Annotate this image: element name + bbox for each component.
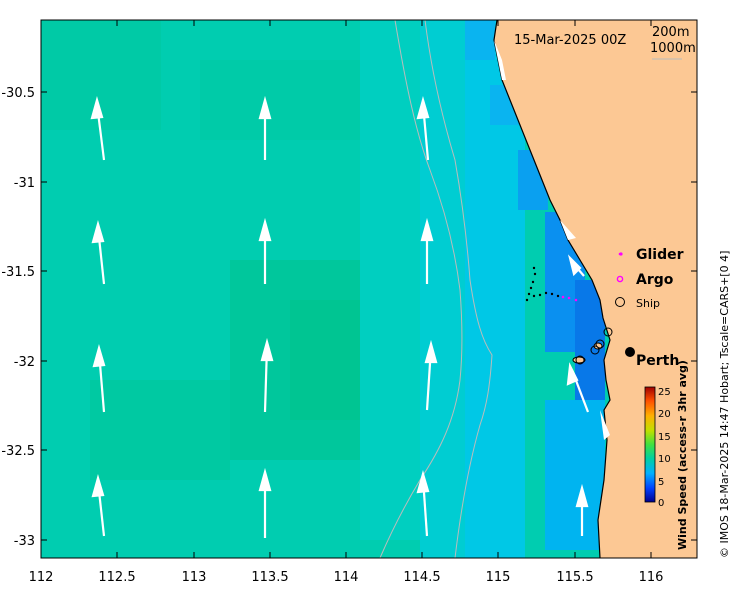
glider-point bbox=[556, 294, 560, 298]
x-tick-label: 115 bbox=[486, 570, 511, 585]
x-tick-label: 115.5 bbox=[556, 570, 593, 585]
wind-arrow bbox=[260, 337, 274, 413]
colorbar-tick: 25 bbox=[658, 387, 671, 398]
argo-legend-symbol bbox=[616, 275, 624, 283]
plot-area: Perth 15-Mar-2025 00Z 200m 1000m Glider … bbox=[41, 20, 697, 558]
x-tick-label: 113.5 bbox=[251, 570, 288, 585]
wind-arrow bbox=[258, 95, 272, 160]
glider-point bbox=[531, 280, 535, 284]
x-tick-label: 114 bbox=[334, 570, 359, 585]
wind-arrow bbox=[416, 95, 430, 161]
glider-point bbox=[561, 295, 565, 299]
wind-arrow bbox=[258, 467, 272, 538]
coastal-rim bbox=[494, 40, 610, 440]
glider-point bbox=[550, 292, 554, 296]
glider-point bbox=[527, 292, 531, 296]
y-tick-label: -31.5 bbox=[1, 265, 35, 280]
glider-point bbox=[529, 286, 533, 290]
ship-marker bbox=[603, 327, 613, 337]
colorbar-tick: 15 bbox=[658, 432, 671, 443]
glider-track bbox=[525, 252, 622, 302]
wind-arrow bbox=[416, 469, 430, 537]
credit-text: © IMOS 18-Mar-2025 14:47 Hobart; Tscale=… bbox=[718, 251, 731, 558]
wind-arrow bbox=[566, 362, 590, 413]
x-tick-label: 116 bbox=[639, 570, 664, 585]
depth-contour-label-1000: 1000m bbox=[650, 41, 696, 56]
legend-glider: Glider bbox=[636, 247, 684, 263]
y-tick-label: -30.5 bbox=[1, 86, 35, 101]
ship-markers bbox=[575, 327, 613, 365]
wind-arrow bbox=[567, 254, 585, 277]
wind-arrow bbox=[575, 483, 589, 536]
perth-label: Perth bbox=[636, 353, 679, 369]
wind-arrow bbox=[258, 217, 272, 284]
wind-arrow bbox=[91, 473, 106, 537]
glider-point bbox=[532, 294, 536, 298]
colorbar-tick: 20 bbox=[658, 409, 671, 420]
x-tick-label: 113 bbox=[182, 570, 207, 585]
glider-point bbox=[538, 293, 542, 297]
ship-legend-symbol bbox=[615, 297, 625, 307]
colorbar-tick: 5 bbox=[658, 477, 664, 488]
wind-arrows bbox=[90, 95, 590, 538]
legend-argo: Argo bbox=[636, 272, 674, 288]
contour-200m bbox=[424, 20, 493, 558]
colorbar-ticks: 25 20 15 10 5 0 bbox=[658, 387, 671, 509]
x-axis: 112 112.5 113 113.5 114 114.5 115 115.5 … bbox=[29, 20, 664, 585]
colorbar bbox=[644, 386, 656, 503]
wind-arrow bbox=[90, 95, 106, 161]
x-tick-label: 112 bbox=[29, 570, 54, 585]
y-axis: -30.5 -31 -31.5 -32 -32.5 -33 bbox=[1, 86, 697, 549]
legend-ship: Ship bbox=[636, 297, 660, 310]
wind-patch bbox=[90, 380, 230, 480]
depth-contour-label-200: 200m bbox=[652, 25, 689, 40]
glider-point bbox=[525, 298, 529, 302]
glider-point bbox=[544, 291, 548, 295]
ship-marker bbox=[590, 345, 600, 355]
glider-point bbox=[532, 266, 536, 270]
perth-marker bbox=[625, 347, 635, 357]
wind-arrow bbox=[92, 343, 106, 413]
glider-point bbox=[574, 298, 578, 302]
wind-patch bbox=[545, 400, 605, 550]
timestamp-label: 15-Mar-2025 00Z bbox=[514, 33, 626, 48]
glider-point bbox=[533, 272, 537, 276]
x-tick-label: 114.5 bbox=[403, 570, 440, 585]
wind-arrow bbox=[424, 339, 438, 411]
glider-point bbox=[567, 296, 571, 300]
y-tick-label: -32.5 bbox=[1, 444, 35, 459]
y-tick-label: -31 bbox=[14, 176, 35, 191]
y-tick-label: -33 bbox=[14, 534, 35, 549]
colorbar-tick: 0 bbox=[658, 498, 664, 509]
wind-arrow bbox=[420, 217, 434, 284]
ship-marker bbox=[575, 355, 585, 365]
y-tick-label: -32 bbox=[14, 355, 35, 370]
wind-patch bbox=[200, 60, 360, 140]
colorbar-tick: 10 bbox=[658, 454, 671, 465]
wind-patch bbox=[465, 20, 495, 60]
coastline bbox=[493, 20, 611, 558]
wind-arrow bbox=[91, 219, 106, 285]
colorbar-label: Wind Speed (access-r 3hr avg) bbox=[676, 360, 689, 550]
x-tick-label: 112.5 bbox=[98, 570, 135, 585]
ship-marker bbox=[595, 339, 605, 349]
contour-1000m bbox=[379, 20, 463, 558]
glider-legend-symbol bbox=[619, 252, 623, 256]
plot-frame bbox=[40, 19, 698, 559]
